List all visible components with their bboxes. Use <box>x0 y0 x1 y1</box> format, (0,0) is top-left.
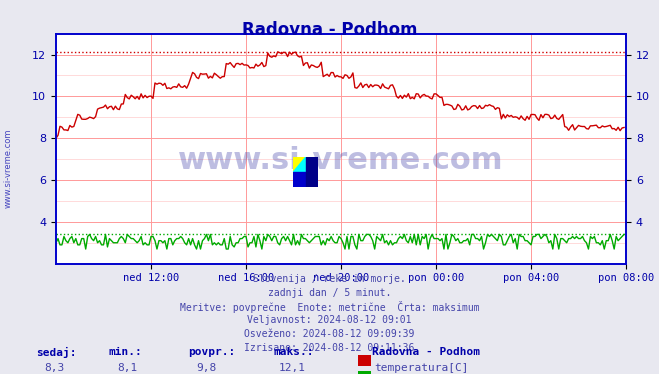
Text: 12,1: 12,1 <box>279 363 305 373</box>
Polygon shape <box>306 157 318 187</box>
Text: temperatura[C]: temperatura[C] <box>374 363 469 373</box>
Text: www.si-vreme.com: www.si-vreme.com <box>4 129 13 208</box>
Text: maks.:: maks.: <box>273 347 314 357</box>
Text: Radovna - Podhom: Radovna - Podhom <box>242 21 417 39</box>
Text: 8,3: 8,3 <box>45 363 65 373</box>
Text: sedaj:: sedaj: <box>36 347 76 358</box>
Text: Radovna - Podhom: Radovna - Podhom <box>372 347 480 357</box>
Text: povpr.:: povpr.: <box>188 347 235 357</box>
Polygon shape <box>293 172 306 187</box>
Text: zadnji dan / 5 minut.: zadnji dan / 5 minut. <box>268 288 391 298</box>
Polygon shape <box>293 157 306 172</box>
Text: Slovenija / reke in morje.: Slovenija / reke in morje. <box>253 274 406 284</box>
Text: 8,1: 8,1 <box>117 363 137 373</box>
Text: min.:: min.: <box>109 347 142 357</box>
Text: Osveženo: 2024-08-12 09:09:39: Osveženo: 2024-08-12 09:09:39 <box>244 329 415 339</box>
Polygon shape <box>293 157 306 172</box>
Text: Veljavnost: 2024-08-12 09:01: Veljavnost: 2024-08-12 09:01 <box>247 315 412 325</box>
Text: 9,8: 9,8 <box>196 363 216 373</box>
Text: www.si-vreme.com: www.si-vreme.com <box>179 145 503 175</box>
Text: Izrisano: 2024-08-12 09:11:36: Izrisano: 2024-08-12 09:11:36 <box>244 343 415 353</box>
Text: Meritve: povprečne  Enote: metrične  Črta: maksimum: Meritve: povprečne Enote: metrične Črta:… <box>180 301 479 313</box>
